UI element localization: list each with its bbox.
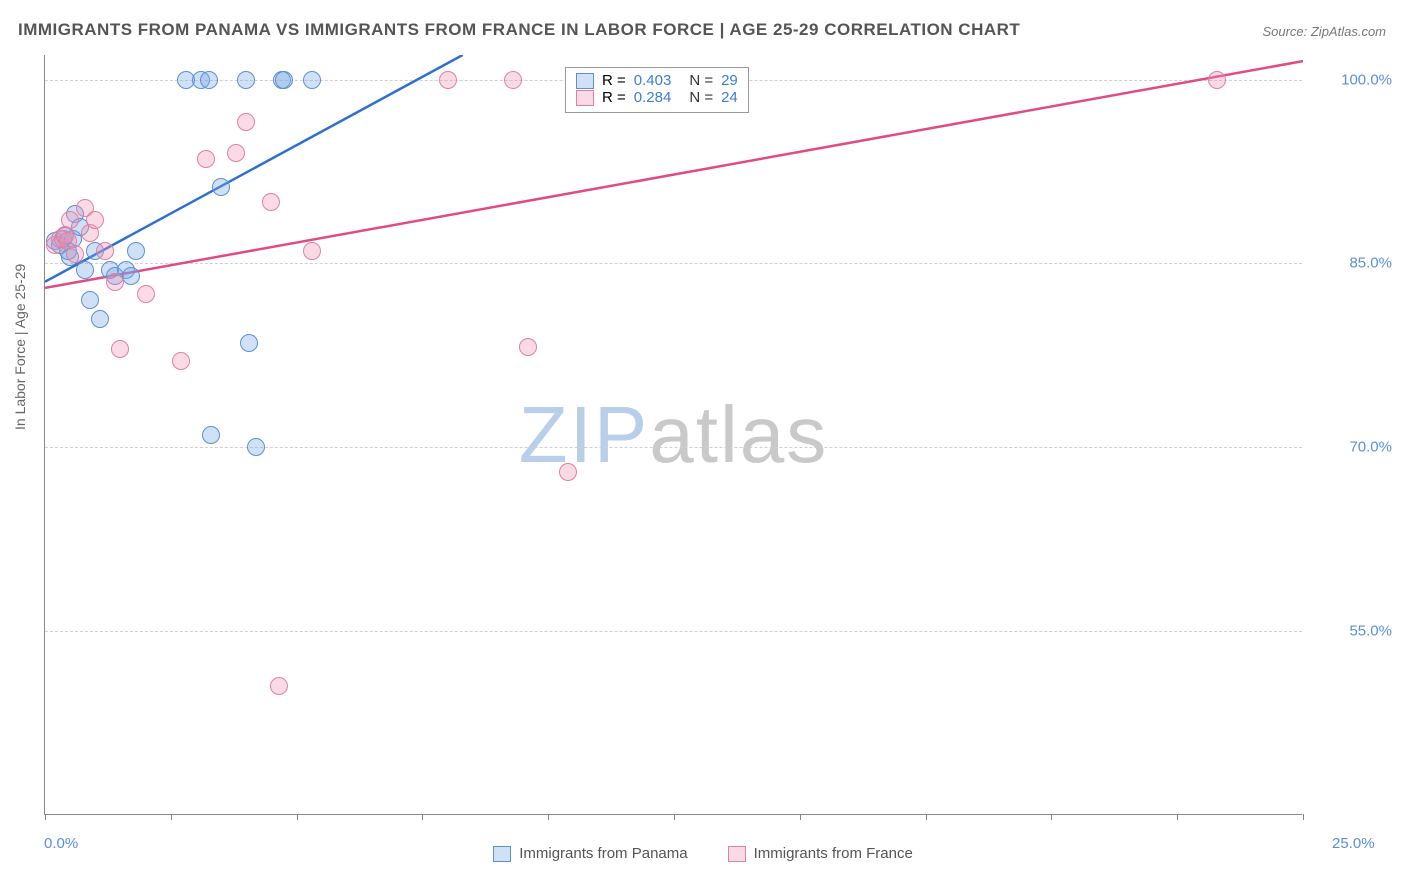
x-tick [171,814,172,820]
legend-swatch-france [576,90,594,106]
x-tick [297,814,298,820]
data-point [76,261,94,279]
legend-swatch-panama [576,73,594,89]
legend-row-france: R = 0.284 N = 24 [576,89,738,106]
legend-row-panama: R = 0.403 N = 29 [576,72,738,89]
x-tick [926,814,927,820]
data-point [237,113,255,131]
y-tick-label: 70.0% [1312,439,1392,456]
data-point [262,193,280,211]
legend-label-france: Immigrants from France [754,845,913,862]
r-label: R = [602,72,626,89]
x-tick [422,814,423,820]
data-point [227,144,245,162]
watermark-atlas: atlas [649,390,828,479]
n-value-panama: 29 [721,72,738,89]
data-point [111,340,129,358]
n-label: N = [689,72,713,89]
gridline [45,631,1302,632]
x-tick [548,814,549,820]
data-point [81,291,99,309]
data-point [559,463,577,481]
trendlines-svg [45,55,1303,815]
data-point [303,242,321,260]
data-point [202,426,220,444]
chart-title: IMMIGRANTS FROM PANAMA VS IMMIGRANTS FRO… [18,20,1020,40]
data-point [86,211,104,229]
x-tick [45,814,46,820]
x-tick [674,814,675,820]
gridline [45,447,1302,448]
y-axis-label: In Labor Force | Age 25-29 [12,264,28,430]
chart-container: IMMIGRANTS FROM PANAMA VS IMMIGRANTS FRO… [0,0,1406,892]
r-value-france: 0.284 [634,89,672,106]
legend-label-panama: Immigrants from Panama [519,845,687,862]
legend-item-france: Immigrants from France [728,845,913,862]
data-point [303,71,321,89]
r-label: R = [602,89,626,106]
data-point [200,71,218,89]
correlation-legend: R = 0.403 N = 29 R = 0.284 N = 24 [565,67,749,113]
legend-item-panama: Immigrants from Panama [493,845,687,862]
data-point [275,71,293,89]
data-point [66,245,84,263]
gridline [45,263,1302,264]
data-point [91,310,109,328]
series-legend: Immigrants from Panama Immigrants from F… [0,845,1406,862]
data-point [212,178,230,196]
data-point [504,71,522,89]
data-point [61,211,79,229]
data-point [172,352,190,370]
data-point [247,438,265,456]
data-point [519,338,537,356]
y-tick-label: 55.0% [1312,623,1392,640]
n-label: N = [689,89,713,106]
y-tick-label: 100.0% [1312,71,1392,88]
data-point [1208,71,1226,89]
x-tick [1177,814,1178,820]
data-point [127,242,145,260]
watermark-zip: ZIP [519,390,649,479]
x-tick [1051,814,1052,820]
data-point [237,71,255,89]
source-label: Source: ZipAtlas.com [1262,24,1386,39]
plot-area: ZIPatlas 55.0%70.0%85.0%100.0% [44,55,1302,815]
data-point [240,334,258,352]
data-point [270,677,288,695]
data-point [96,242,114,260]
y-tick-label: 85.0% [1312,255,1392,272]
r-value-panama: 0.403 [634,72,672,89]
x-tick [800,814,801,820]
data-point [106,273,124,291]
legend-swatch-icon [493,846,511,862]
legend-swatch-icon [728,846,746,862]
data-point [197,150,215,168]
data-point [439,71,457,89]
x-tick [1303,814,1304,820]
data-point [137,285,155,303]
n-value-france: 24 [721,89,738,106]
